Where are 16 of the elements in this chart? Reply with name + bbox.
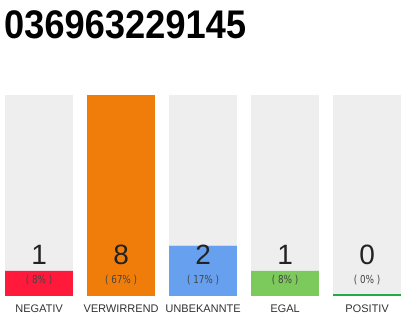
chart-title: 036963229145 (4, 3, 271, 47)
x-tick-label: NEGATIV (15, 303, 64, 315)
annotation: ( 17% ) (187, 274, 220, 286)
data-label: 1 (31, 239, 47, 270)
annotation: ( 67% ) (105, 274, 138, 286)
annotation: ( 0% ) (354, 274, 380, 286)
annotation: ( 8% ) (272, 274, 298, 286)
annotation: ( 8% ) (26, 274, 52, 286)
x-tick-label: EGAL (270, 303, 300, 315)
x-tick-label: UNBEKANNTE (165, 303, 241, 315)
x-tick-label: VERWIRREND (84, 303, 159, 315)
data-label: 1 (277, 239, 293, 270)
data-label: 0 (359, 239, 375, 270)
data-label: 2 (195, 239, 211, 270)
data-label: 8 (113, 239, 129, 270)
x-tick-label: POSITIV (345, 303, 390, 315)
